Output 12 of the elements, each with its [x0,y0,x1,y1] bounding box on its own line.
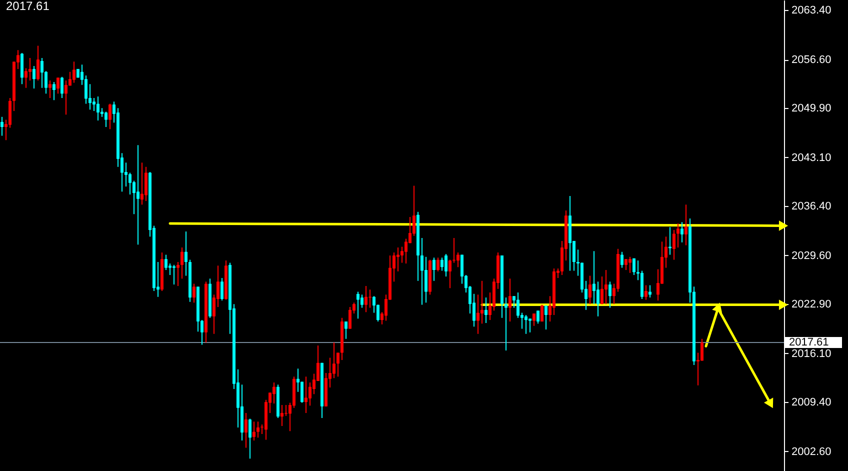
y-tick-label: 2022.90 [792,298,832,311]
y-tick-label: 2002.60 [792,446,832,458]
y-tick-label: 2056.60 [792,54,832,66]
y-tick-label: 2063.40 [792,4,832,17]
y-tick-label: 2049.90 [792,102,832,115]
y-tick-label: 2036.40 [792,200,832,213]
y-tick-label: 2043.10 [792,152,832,164]
annotation: 2017.61 [6,0,50,13]
y-tick-label: 2009.40 [792,396,832,409]
y-tick-label: 2016.10 [792,348,832,360]
ref-line-label: 2017.61 [789,336,829,348]
y-tick-label: 2029.60 [792,250,832,262]
